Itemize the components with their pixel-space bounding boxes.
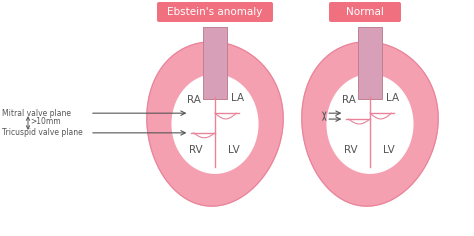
- Text: Ebstein's anomaly: Ebstein's anomaly: [167, 7, 263, 17]
- Text: LV: LV: [383, 145, 395, 155]
- Text: RV: RV: [189, 145, 202, 155]
- Text: Tricuspid valve plane: Tricuspid valve plane: [2, 128, 83, 137]
- Text: >10mm: >10mm: [30, 117, 61, 126]
- Text: RA: RA: [187, 95, 201, 105]
- Text: LA: LA: [386, 93, 399, 103]
- Text: RV: RV: [344, 145, 357, 155]
- Text: Normal: Normal: [346, 7, 384, 17]
- Polygon shape: [358, 27, 382, 99]
- Polygon shape: [172, 75, 258, 173]
- Text: LA: LA: [231, 93, 244, 103]
- Polygon shape: [327, 75, 413, 173]
- Polygon shape: [147, 42, 283, 206]
- Text: Mitral valve plane: Mitral valve plane: [2, 109, 71, 118]
- FancyBboxPatch shape: [157, 2, 273, 22]
- FancyBboxPatch shape: [329, 2, 401, 22]
- Polygon shape: [203, 27, 227, 99]
- Text: RA: RA: [342, 95, 356, 105]
- Text: LV: LV: [228, 145, 240, 155]
- Polygon shape: [302, 42, 438, 206]
